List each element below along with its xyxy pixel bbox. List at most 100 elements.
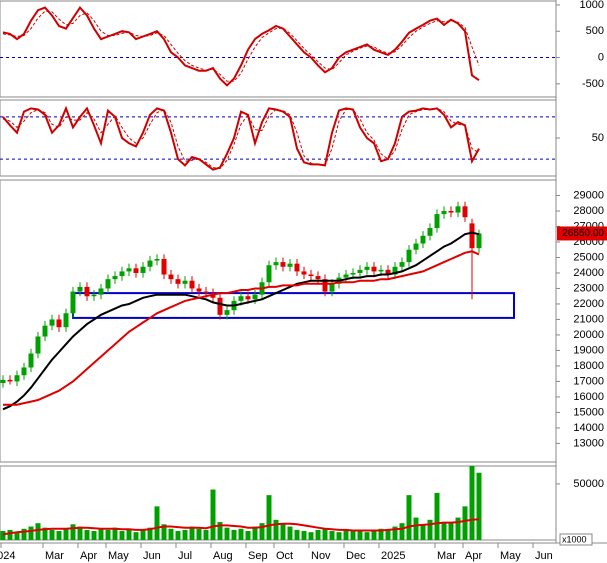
volume-bar — [266, 495, 272, 540]
volume-bar — [294, 529, 300, 540]
candle-body — [91, 294, 97, 297]
indicator-line — [2, 5, 480, 87]
volume-bar — [119, 531, 125, 540]
candle-body — [49, 319, 55, 326]
panel — [0, 201, 515, 411]
volume-bar — [105, 529, 111, 540]
candle-body — [308, 274, 314, 277]
volume-bar — [364, 532, 370, 540]
volume-bar — [420, 524, 426, 540]
volume-bar — [427, 519, 433, 540]
candle-body — [245, 296, 251, 300]
candle-body — [329, 283, 335, 292]
volume-bar — [455, 517, 461, 540]
candle-body — [280, 262, 286, 267]
candle-body — [196, 288, 202, 292]
y-tick-label: 18000 — [573, 360, 604, 372]
candle-body — [98, 288, 104, 295]
candle-body — [77, 286, 83, 292]
y-tick-label: 15000 — [573, 406, 604, 418]
y-tick-label: 50000 — [573, 478, 604, 490]
candle-body — [14, 375, 20, 382]
candle-body — [182, 280, 188, 284]
volume-bar — [98, 528, 104, 540]
unit-label: x1000 — [562, 534, 587, 544]
volume-bar — [378, 528, 384, 540]
candle-body — [21, 367, 27, 376]
y-tick-label: 21000 — [573, 313, 604, 325]
candle-body — [140, 266, 146, 273]
panel — [0, 5, 556, 87]
candle-body — [266, 265, 272, 283]
candle-body — [70, 291, 76, 314]
x-tick-label: May — [500, 550, 521, 562]
x-tick-label: 2024 — [0, 550, 15, 562]
last-price-label: 26550.00 — [562, 228, 604, 239]
candle-body — [413, 243, 419, 250]
x-tick-label: Jul — [178, 550, 192, 562]
candle-body — [63, 313, 69, 328]
volume-bar — [133, 532, 139, 540]
volume-bar — [322, 528, 328, 540]
x-tick-label: 2025 — [381, 550, 405, 562]
volume-bar — [0, 531, 6, 540]
indicator-line — [2, 105, 480, 171]
y-tick-label: 22000 — [573, 298, 604, 310]
y-tick-label: 0 — [598, 51, 604, 63]
candle-body — [462, 206, 468, 218]
volume-bar — [147, 527, 153, 540]
x-tick-label: Apr — [465, 550, 482, 562]
y-tick-label: 28000 — [573, 205, 604, 217]
candle-body — [364, 266, 370, 270]
candle-body — [189, 280, 195, 289]
indicator-line — [3, 250, 480, 406]
candle-body — [420, 235, 426, 244]
candle-body — [168, 274, 174, 280]
candle-body — [161, 259, 167, 275]
y-tick-label: 20000 — [573, 329, 604, 341]
volume-bar — [413, 517, 419, 540]
x-tick-label: Aug — [213, 550, 233, 562]
y-tick-label: 50 — [592, 132, 604, 144]
volume-bar — [476, 472, 482, 540]
candle-body — [126, 268, 132, 272]
candle-body — [133, 268, 139, 273]
volume-bar — [406, 495, 412, 540]
x-tick-label: Oct — [276, 550, 293, 562]
candle-body — [322, 279, 328, 292]
x-tick-label: Mar — [45, 550, 64, 562]
candle-body — [203, 291, 209, 294]
volume-bar — [259, 523, 265, 540]
candle-body — [357, 269, 363, 273]
y-tick-label: -500 — [582, 78, 604, 90]
candle-body — [217, 297, 223, 315]
volume-bar — [154, 506, 160, 540]
volume-bar — [35, 523, 41, 540]
volume-bar — [14, 532, 20, 540]
candle-body — [455, 206, 461, 213]
volume-bar — [245, 531, 251, 540]
candle-body — [287, 263, 293, 267]
volume-bar — [371, 531, 377, 540]
candle-body — [476, 233, 482, 249]
candle-body — [84, 286, 90, 297]
volume-bar — [21, 528, 27, 540]
volume-bar — [28, 526, 34, 540]
volume-bar — [210, 489, 216, 540]
volume-bar — [350, 531, 356, 540]
x-tick-label: Nov — [311, 550, 331, 562]
candle-body — [441, 210, 447, 215]
candle-body — [154, 259, 160, 261]
volume-bar — [189, 526, 195, 540]
volume-bar — [203, 529, 209, 540]
y-tick-label: 14000 — [573, 422, 604, 434]
volume-bar — [385, 529, 391, 540]
volume-bar — [182, 529, 188, 540]
volume-bar — [63, 528, 69, 540]
volume-bar — [217, 522, 223, 540]
volume-bar — [140, 529, 146, 540]
candle-body — [175, 279, 181, 284]
candle-body — [434, 214, 440, 229]
volume-bar — [161, 524, 167, 540]
